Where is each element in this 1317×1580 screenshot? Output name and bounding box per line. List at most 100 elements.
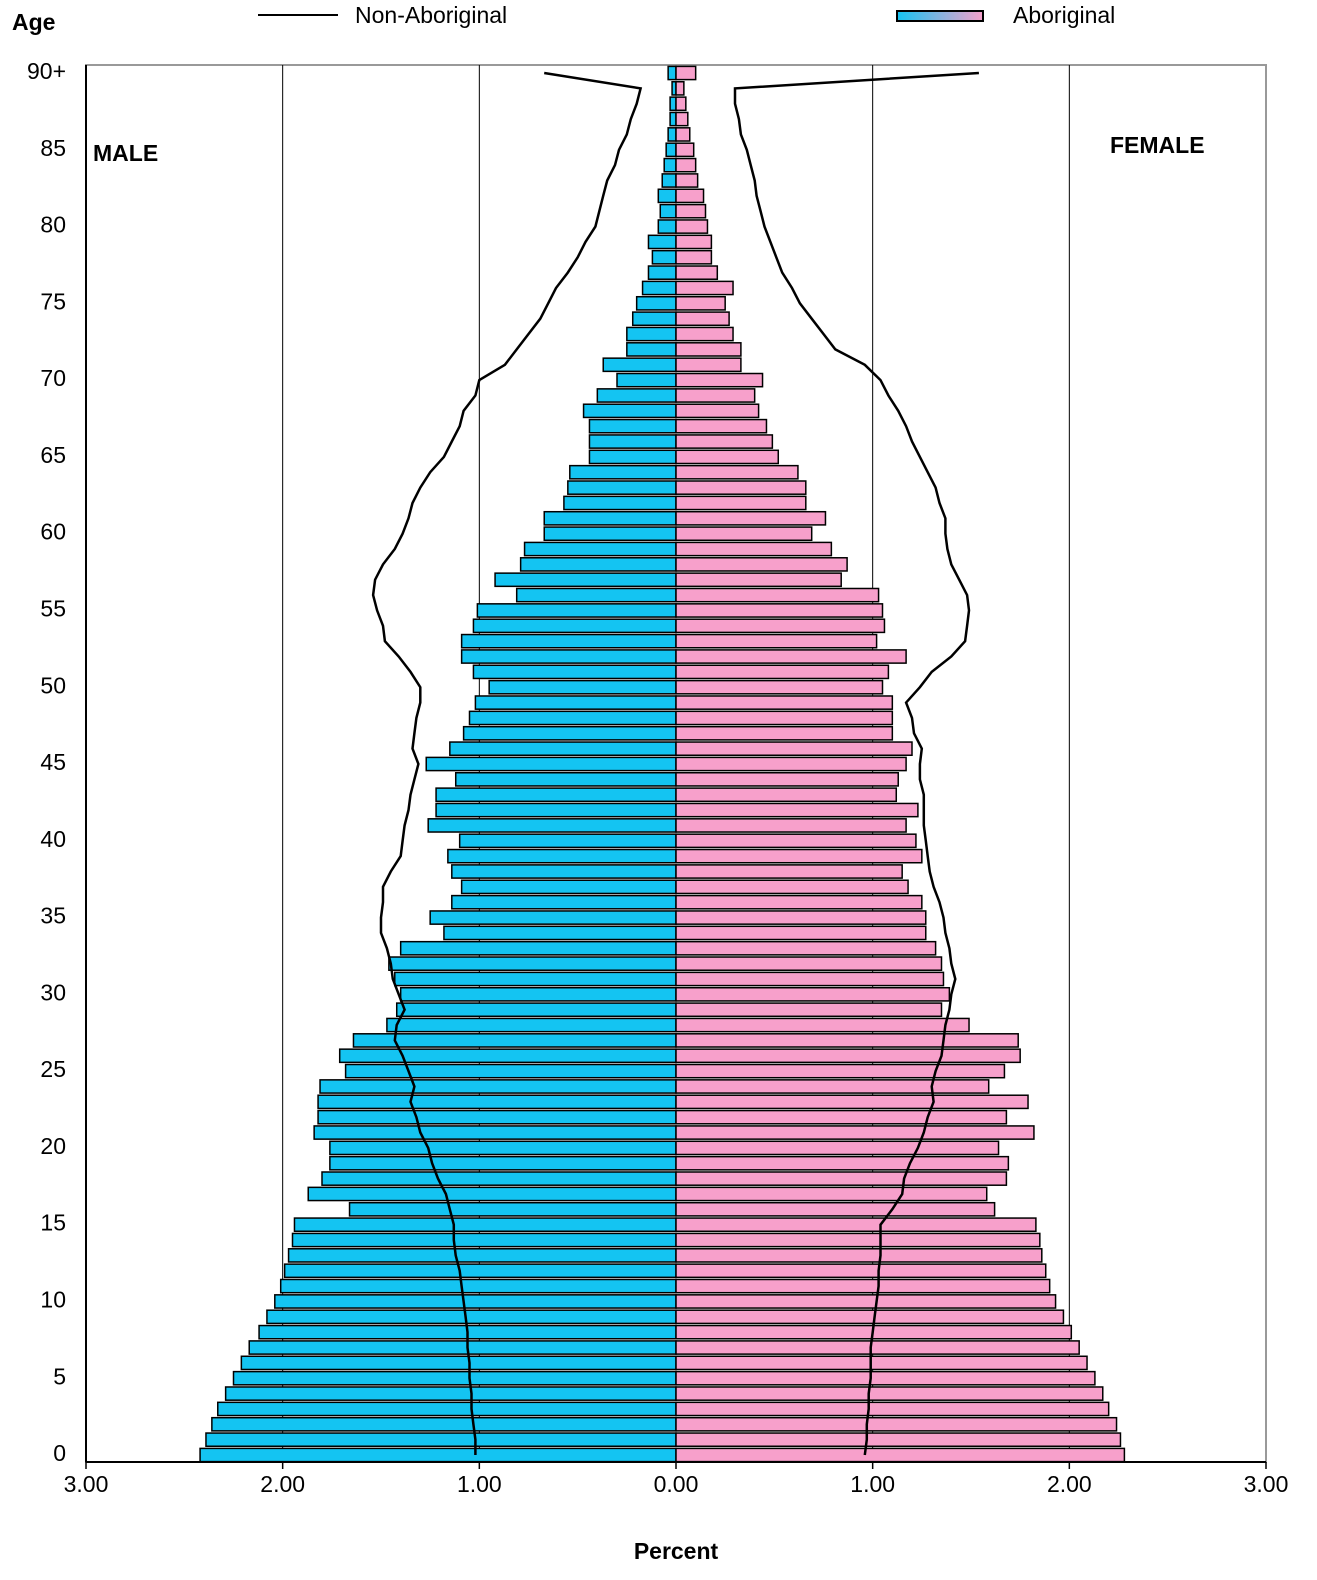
male-bar (665, 142, 677, 158)
y-tick-label: 5 (53, 1363, 66, 1389)
female-bar (675, 219, 709, 234)
male-bar (602, 357, 677, 373)
female-bar (675, 894, 923, 910)
male-bar (321, 1171, 677, 1186)
x-tick-label: 2.00 (1047, 1471, 1092, 1497)
legend-label: Aboriginal (1013, 2, 1115, 28)
male-bar (329, 1155, 677, 1171)
female-bar (675, 65, 697, 81)
male-bar (588, 434, 677, 449)
female-bar (675, 234, 713, 250)
male-bar (274, 1294, 677, 1309)
male-bar (569, 464, 677, 480)
male-label: MALE (93, 140, 158, 166)
male-bar (344, 1063, 677, 1079)
y-axis-label: Age (12, 9, 55, 35)
female-bar (675, 541, 833, 557)
x-tick-label: 3.00 (64, 1471, 109, 1497)
female-bar (675, 818, 907, 833)
male-bar (468, 710, 677, 726)
female-bar (675, 1263, 1047, 1279)
male-bar (657, 219, 677, 234)
male-bar (515, 587, 677, 603)
female-bar (675, 1017, 970, 1033)
female-bar (675, 1355, 1088, 1371)
female-bar (675, 418, 768, 434)
y-tick-label: 10 (40, 1287, 66, 1313)
male-bar (338, 1048, 677, 1064)
male-bar (523, 541, 677, 557)
female-bar (675, 1002, 943, 1018)
male-bar (435, 802, 677, 818)
male-bar (317, 1109, 677, 1125)
male-bar (669, 111, 677, 127)
female-bar (675, 1217, 1037, 1233)
x-tick-label: 2.00 (260, 1471, 305, 1497)
y-tick-label: 90+ (27, 58, 66, 84)
female-line (733, 71, 979, 1456)
female-bar (675, 1447, 1126, 1463)
female-bar (675, 295, 726, 311)
male-bar (307, 1186, 677, 1202)
male-bar (429, 910, 677, 925)
female-bar (675, 342, 742, 357)
male-bar (472, 618, 677, 634)
female-bar (675, 526, 813, 542)
female-bar (675, 971, 945, 987)
female-bar (675, 280, 734, 296)
male-bar (279, 1278, 677, 1294)
male-bar (472, 664, 677, 680)
y-tick-label: 45 (40, 749, 66, 775)
male-bar (399, 986, 677, 1002)
male-bar (616, 372, 677, 388)
y-tick-label: 80 (40, 212, 66, 238)
female-bar (675, 1125, 1035, 1140)
y-tick-label: 85 (40, 135, 66, 161)
female-bar (675, 725, 894, 741)
male-bar (283, 1263, 677, 1279)
female-bar (675, 603, 884, 618)
male-bar (543, 526, 677, 542)
female-bar (675, 848, 923, 864)
y-tick-label: 30 (40, 979, 66, 1005)
y-tick-label: 70 (40, 365, 66, 391)
male-bar (474, 695, 677, 710)
female-bar (675, 633, 878, 649)
male-bar (224, 1386, 677, 1401)
female-bar (675, 1140, 1000, 1156)
male-bar (287, 1248, 677, 1263)
male-bar (647, 234, 677, 250)
female-bar (675, 1033, 1019, 1048)
male-bar (240, 1355, 677, 1371)
male-bar (659, 203, 677, 219)
x-tick-label: 1.00 (850, 1471, 895, 1497)
female-bar (675, 695, 894, 710)
female-bar (675, 1370, 1096, 1386)
female-bar (675, 1278, 1051, 1294)
female-bar (675, 587, 880, 603)
male-bar (667, 65, 677, 81)
female-bar (675, 372, 764, 388)
x-axis-label: Percent (634, 1538, 719, 1564)
female-bar (675, 1416, 1118, 1432)
female-bar (675, 388, 756, 403)
male-bar (667, 127, 677, 142)
male-bar (451, 894, 677, 910)
female-bar (675, 1340, 1080, 1355)
male-bar (447, 848, 677, 864)
male-bar (588, 449, 677, 465)
female-bar (675, 940, 937, 956)
female-bar (675, 1201, 996, 1217)
male-bar (266, 1309, 677, 1325)
female-bar (675, 510, 827, 526)
female-bar (675, 1401, 1110, 1417)
y-tick-label: 15 (40, 1210, 66, 1236)
male-bar (635, 295, 677, 311)
female-bar (675, 864, 903, 879)
male-bar (626, 342, 677, 357)
male-bar (460, 633, 677, 649)
male-bar (217, 1401, 677, 1417)
y-tick-label: 75 (40, 288, 66, 314)
male-bar (427, 818, 677, 833)
female-bar (675, 1232, 1041, 1248)
